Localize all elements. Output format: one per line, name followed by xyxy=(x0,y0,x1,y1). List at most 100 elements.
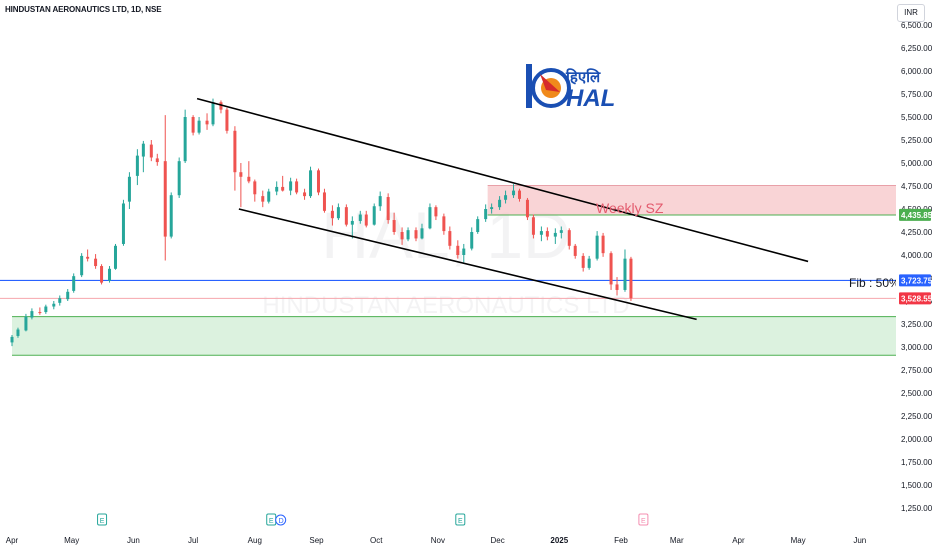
candle-body[interactable] xyxy=(539,231,543,235)
candle-body[interactable] xyxy=(295,181,299,193)
candle-body[interactable] xyxy=(615,284,619,290)
time-axis[interactable]: Apr May Jun Jul Aug Sep Oct Nov Dec 2025 Feb Mar Apr… xyxy=(6,536,867,545)
candle-body[interactable] xyxy=(113,245,117,269)
candle-body[interactable] xyxy=(219,102,223,110)
candle-body[interactable] xyxy=(434,207,438,217)
candle-body[interactable] xyxy=(601,235,605,254)
candle-body[interactable] xyxy=(420,228,424,239)
candle-body[interactable] xyxy=(364,214,368,226)
candles-layer[interactable] xyxy=(10,98,633,347)
candle-body[interactable] xyxy=(247,176,251,182)
candle-body[interactable] xyxy=(336,207,340,219)
candle-body[interactable] xyxy=(239,172,243,177)
candle-body[interactable] xyxy=(100,266,104,283)
upper-trendline[interactable] xyxy=(196,97,809,263)
candle-body[interactable] xyxy=(470,232,474,249)
candle-body[interactable] xyxy=(309,170,313,197)
candle-body[interactable] xyxy=(518,190,521,199)
demand-zone[interactable] xyxy=(12,316,896,356)
trendlines-layer[interactable] xyxy=(196,97,809,321)
currency-button[interactable]: INR xyxy=(897,4,925,22)
earnings-icon[interactable]: E xyxy=(455,513,466,526)
candle-body[interactable] xyxy=(573,245,577,256)
candle-body[interactable] xyxy=(386,197,390,221)
candle-body[interactable] xyxy=(24,316,28,331)
candle-body[interactable] xyxy=(135,155,139,176)
candle-body[interactable] xyxy=(322,192,326,211)
candle-body[interactable] xyxy=(559,230,563,233)
candle-body[interactable] xyxy=(233,130,237,173)
dividend-icon[interactable]: D xyxy=(275,514,287,526)
candle-body[interactable] xyxy=(512,190,516,196)
candle-body[interactable] xyxy=(442,216,446,232)
candle-body[interactable] xyxy=(531,217,535,235)
candle-body[interactable] xyxy=(267,191,271,202)
candle-body[interactable] xyxy=(330,210,334,219)
candle-body[interactable] xyxy=(525,199,529,218)
candle-body[interactable] xyxy=(94,258,98,267)
candle-body[interactable] xyxy=(169,195,173,237)
candle-body[interactable] xyxy=(372,206,376,225)
candle-body[interactable] xyxy=(476,219,480,232)
candle-body[interactable] xyxy=(127,176,131,202)
candle-body[interactable] xyxy=(155,158,159,163)
candle-body[interactable] xyxy=(211,102,215,125)
candle-body[interactable] xyxy=(462,248,466,255)
candle-body[interactable] xyxy=(378,196,382,207)
candle-body[interactable] xyxy=(553,232,557,237)
candle-body[interactable] xyxy=(10,336,14,343)
earnings-icon[interactable]: E xyxy=(266,513,277,526)
candle-body[interactable] xyxy=(392,220,396,232)
candle-body[interactable] xyxy=(261,196,265,202)
candle-body[interactable] xyxy=(358,214,362,221)
candle-body[interactable] xyxy=(456,245,460,255)
candle-body[interactable] xyxy=(428,207,432,229)
candle-body[interactable] xyxy=(52,303,56,307)
candle-body[interactable] xyxy=(163,161,167,237)
candle-body[interactable] xyxy=(149,144,153,158)
candle-body[interactable] xyxy=(66,291,70,300)
candle-body[interactable] xyxy=(86,256,90,259)
candle-body[interactable] xyxy=(183,117,187,162)
candle-body[interactable] xyxy=(414,230,418,239)
earnings-icon[interactable]: E xyxy=(638,513,649,526)
candle-body[interactable] xyxy=(16,329,20,336)
candle-body[interactable] xyxy=(225,109,229,131)
candle-body[interactable] xyxy=(498,199,502,208)
candle-body[interactable] xyxy=(316,170,320,193)
candle-body[interactable] xyxy=(30,311,34,318)
candle-body[interactable] xyxy=(44,306,48,313)
candle-body[interactable] xyxy=(281,186,285,191)
candle-body[interactable] xyxy=(303,192,307,197)
lower-trendline[interactable] xyxy=(238,208,697,321)
candle-body[interactable] xyxy=(595,235,599,259)
candle-body[interactable] xyxy=(406,230,410,240)
candle-body[interactable] xyxy=(253,181,257,195)
candle-body[interactable] xyxy=(108,268,112,281)
candle-body[interactable] xyxy=(484,209,488,220)
candle-body[interactable] xyxy=(275,186,279,192)
candle-body[interactable] xyxy=(545,231,549,237)
candle-body[interactable] xyxy=(58,298,62,303)
candle-body[interactable] xyxy=(205,120,209,125)
candle-body[interactable] xyxy=(448,231,452,246)
price-axis[interactable]: 6,500.00 6,250.00 6,000.00 5,750.00 5,500.00… xyxy=(896,0,932,550)
candle-body[interactable] xyxy=(629,258,633,299)
candle-body[interactable] xyxy=(121,203,125,244)
candle-body[interactable] xyxy=(38,312,42,314)
candle-body[interactable] xyxy=(80,255,84,276)
candle-body[interactable] xyxy=(623,258,627,290)
candle-body[interactable] xyxy=(609,253,613,285)
candle-body[interactable] xyxy=(191,117,195,133)
candle-body[interactable] xyxy=(587,258,591,268)
candle-body[interactable] xyxy=(490,207,494,209)
candle-body[interactable] xyxy=(350,220,354,225)
candle-body[interactable] xyxy=(72,276,76,291)
weekly-sz-zone[interactable] xyxy=(487,185,896,215)
candle-body[interactable] xyxy=(567,230,571,246)
candle-body[interactable] xyxy=(504,195,508,200)
candle-body[interactable] xyxy=(289,181,293,191)
